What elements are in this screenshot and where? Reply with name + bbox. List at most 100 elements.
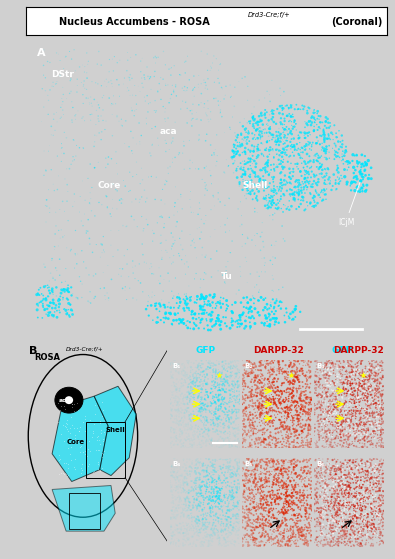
Point [251, 422, 257, 431]
Point [296, 187, 302, 196]
Point [266, 405, 272, 414]
Point [218, 404, 225, 413]
Point [41, 282, 47, 291]
Point [322, 190, 328, 199]
Point [326, 459, 333, 468]
Point [268, 534, 275, 543]
Point [223, 82, 229, 91]
Point [218, 402, 224, 411]
Point [247, 323, 254, 332]
Point [230, 510, 236, 519]
Point [322, 367, 328, 376]
Point [245, 492, 251, 501]
Point [280, 180, 287, 189]
Point [320, 506, 327, 515]
Point [284, 508, 290, 517]
Point [214, 356, 220, 365]
Point [322, 435, 328, 444]
Point [341, 379, 347, 388]
Point [259, 531, 265, 540]
Point [240, 170, 246, 179]
Point [50, 312, 56, 321]
Point [184, 86, 190, 95]
Point [219, 367, 225, 376]
Point [258, 408, 264, 417]
Point [347, 462, 353, 471]
Point [231, 418, 237, 427]
Point [311, 191, 317, 200]
Point [290, 443, 296, 452]
Point [182, 299, 188, 307]
Point [333, 176, 339, 184]
Point [380, 514, 386, 523]
Point [315, 377, 322, 386]
Point [79, 459, 85, 468]
Point [366, 385, 372, 394]
Point [182, 57, 189, 66]
Point [376, 426, 382, 435]
Point [199, 404, 205, 413]
Point [359, 466, 365, 475]
Point [302, 170, 308, 179]
Point [173, 222, 179, 231]
Point [374, 408, 380, 416]
Point [234, 138, 241, 147]
Point [281, 509, 288, 518]
Point [349, 458, 356, 467]
Point [186, 524, 193, 533]
Point [342, 459, 349, 468]
Point [249, 402, 256, 411]
Point [185, 497, 192, 506]
Point [245, 531, 252, 540]
Point [268, 107, 274, 116]
Point [163, 236, 169, 245]
Point [301, 536, 308, 545]
Point [307, 464, 314, 473]
Point [255, 308, 261, 317]
Point [235, 519, 242, 528]
Point [237, 515, 243, 524]
Point [299, 427, 305, 435]
Point [353, 392, 359, 401]
Point [378, 433, 384, 442]
Point [176, 252, 182, 260]
Point [237, 482, 243, 491]
Point [268, 499, 275, 508]
Point [307, 440, 314, 449]
Point [377, 361, 384, 370]
Point [330, 399, 336, 408]
Point [278, 404, 285, 413]
Point [278, 440, 285, 449]
Point [297, 384, 304, 393]
Point [357, 387, 364, 396]
Point [312, 151, 319, 160]
Point [369, 533, 376, 542]
Point [295, 399, 301, 408]
Point [308, 372, 314, 381]
Point [282, 515, 288, 524]
Point [258, 111, 265, 120]
Point [305, 423, 311, 432]
Point [338, 385, 344, 394]
Point [158, 238, 165, 247]
Point [315, 153, 322, 162]
Point [255, 377, 261, 386]
Point [222, 512, 228, 521]
Point [167, 395, 173, 404]
Point [376, 466, 382, 475]
Point [265, 532, 271, 541]
Point [222, 535, 228, 544]
Point [302, 538, 308, 547]
Point [333, 385, 339, 394]
Point [192, 378, 198, 387]
Point [365, 375, 371, 384]
Point [141, 73, 148, 82]
Point [308, 437, 315, 446]
Point [356, 395, 363, 404]
Point [371, 529, 378, 538]
Point [292, 532, 298, 541]
Point [354, 513, 360, 522]
Point [290, 491, 296, 500]
Point [192, 484, 199, 492]
Point [257, 404, 263, 413]
